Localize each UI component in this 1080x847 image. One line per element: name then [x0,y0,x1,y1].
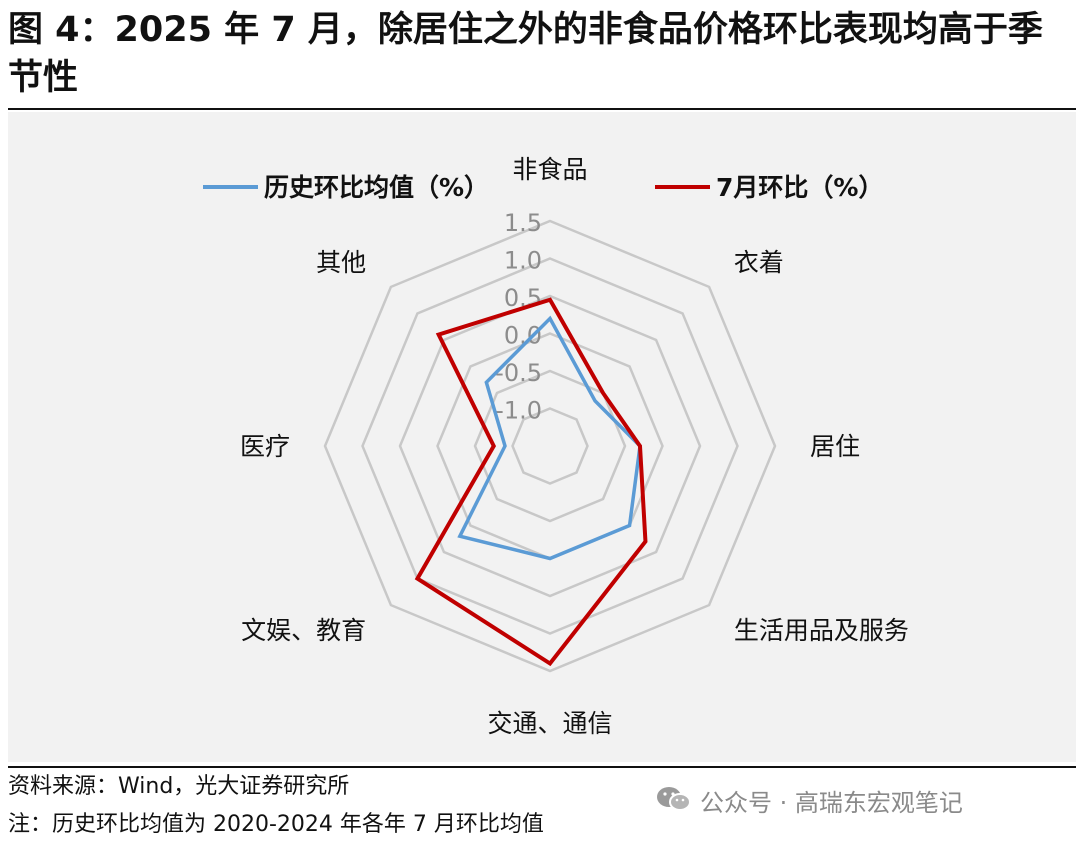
category-label: 生活用品及服务 [734,616,909,645]
tick-label: -1.0 [495,397,542,425]
legend-layer: 历史环比均值（%） 7月环比（%） [203,173,883,202]
watermark-text: 公众号 · 高瑞东宏观笔记 [700,789,963,817]
category-label: 衣着 [734,248,784,277]
tick-label: -0.5 [495,359,542,387]
tick-label: 1.5 [504,209,542,237]
series-line-1 [414,297,648,667]
grid-ring [473,369,627,523]
footer-rule [8,766,1076,768]
watermark: 公众号 · 高瑞东宏观笔记 [654,784,963,824]
source-text: 资料来源：Wind，光大证券研究所 [8,774,350,799]
category-label: 居住 [810,432,860,461]
category-label: 医疗 [240,432,290,461]
plot-area [8,112,1076,762]
category-label: 文娱、教育 [241,616,366,645]
series-layer [414,297,648,667]
wechat-icon [654,784,694,824]
legend-label: 7月环比（%） [716,173,883,202]
grid-layer [323,219,777,673]
figure-title: 图 4：2025 年 7 月，除居住之外的非食品价格环比表现均高于季节性 [8,10,1043,98]
category-label: 交通、通信 [487,709,612,738]
grid-ring [511,407,589,485]
grid-ring [323,219,777,673]
grid-ring [361,257,739,635]
tick-label: 1.0 [504,247,542,275]
title-rule [8,108,1076,110]
series-line-0 [457,315,642,561]
legend-label: 历史环比均值（%） [264,173,489,202]
tick-layer: -1.0-0.50.00.51.01.5 [495,209,542,425]
grid-ring [398,294,702,598]
category-label: 其他 [316,248,366,277]
category-label: 非食品 [512,155,587,184]
note-text: 注：历史环比均值为 2020-2024 年各年 7 月环比均值 [8,812,544,837]
